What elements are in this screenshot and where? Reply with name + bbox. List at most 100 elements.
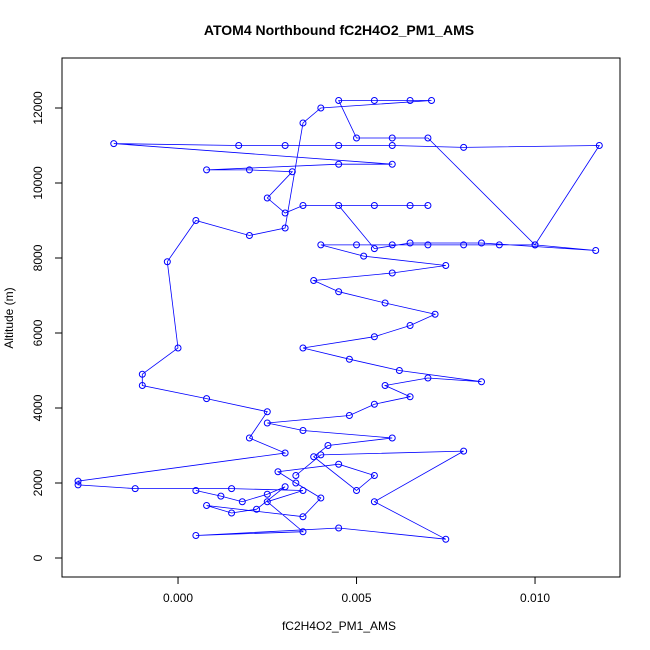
data-point [335, 460, 343, 468]
data-point [381, 381, 389, 389]
data-point [299, 426, 307, 434]
data-point [424, 241, 432, 249]
data-point [238, 498, 246, 506]
data-point [245, 166, 253, 174]
data-point [281, 483, 289, 491]
data-point [388, 134, 396, 142]
data-line [77, 100, 601, 540]
x-tick-label: 0.000 [163, 591, 193, 605]
data-point [317, 451, 325, 459]
data-point [263, 194, 271, 202]
data-point [281, 449, 289, 457]
data-point [442, 535, 450, 543]
data-point [370, 471, 378, 479]
data-point [428, 96, 436, 104]
data-point [138, 370, 146, 378]
data-point [424, 374, 432, 382]
data-point [203, 166, 211, 174]
data-point [406, 201, 414, 209]
data-point [281, 141, 289, 149]
data-point [370, 498, 378, 506]
data-point [74, 481, 82, 489]
data-point [217, 492, 225, 500]
data-point [424, 201, 432, 209]
data-point [324, 441, 332, 449]
data-point [335, 96, 343, 104]
data-point [335, 288, 343, 296]
data-point [460, 447, 468, 455]
data-point [370, 96, 378, 104]
data-point [203, 395, 211, 403]
data-point [388, 141, 396, 149]
data-point [406, 321, 414, 329]
data-point [253, 505, 261, 513]
y-tick-label: 12000 [31, 91, 45, 125]
data-point [381, 299, 389, 307]
data-point [174, 344, 182, 352]
data-point [477, 378, 485, 386]
data-point [317, 104, 325, 112]
data-point [310, 453, 318, 461]
data-point [299, 528, 307, 536]
plot-frame [61, 57, 621, 578]
data-point [310, 276, 318, 284]
y-tick-label: 4000 [31, 394, 45, 421]
y-tick-label: 6000 [31, 319, 45, 346]
data-point [317, 494, 325, 502]
data-point [360, 252, 368, 260]
data-point [245, 231, 253, 239]
data-point [460, 241, 468, 249]
y-tick-label: 0 [31, 554, 45, 561]
data-point [299, 201, 307, 209]
data-point [406, 239, 414, 247]
data-point [353, 134, 361, 142]
data-point [335, 201, 343, 209]
data-point [335, 160, 343, 168]
y-tick-label: 2000 [31, 469, 45, 496]
data-point [406, 96, 414, 104]
data-point [288, 168, 296, 176]
data-point [495, 241, 503, 249]
data-point [345, 411, 353, 419]
data-point [228, 485, 236, 493]
data-point [406, 393, 414, 401]
data-point [110, 140, 118, 148]
data-point [74, 477, 82, 485]
data-point [388, 160, 396, 168]
data-point [442, 261, 450, 269]
data-point [245, 434, 253, 442]
data-point [281, 209, 289, 217]
y-tick-label: 10000 [31, 166, 45, 200]
data-point [292, 479, 300, 487]
data-point [263, 490, 271, 498]
data-point [335, 524, 343, 532]
data-point [192, 531, 200, 539]
data-point [299, 119, 307, 127]
x-tick-label: 0.010 [520, 591, 550, 605]
data-point [595, 141, 603, 149]
data-point [203, 501, 211, 509]
data-point [424, 134, 432, 142]
data-point [263, 408, 271, 416]
data-point [274, 468, 282, 476]
data-point [263, 498, 271, 506]
data-point [388, 241, 396, 249]
y-axis-label: Altitude (m) [2, 287, 16, 348]
y-tick-label: 8000 [31, 244, 45, 271]
data-point [299, 344, 307, 352]
data-point [531, 241, 539, 249]
data-point [388, 269, 396, 277]
data-point [228, 509, 236, 517]
data-point [317, 241, 325, 249]
data-point [138, 381, 146, 389]
data-point [460, 143, 468, 151]
data-point [431, 310, 439, 318]
data-point [353, 486, 361, 494]
data-point [370, 201, 378, 209]
x-axis-label: fC2H4O2_PM1_AMS [282, 619, 396, 633]
data-point [345, 355, 353, 363]
data-point [192, 486, 200, 494]
data-point [292, 471, 300, 479]
